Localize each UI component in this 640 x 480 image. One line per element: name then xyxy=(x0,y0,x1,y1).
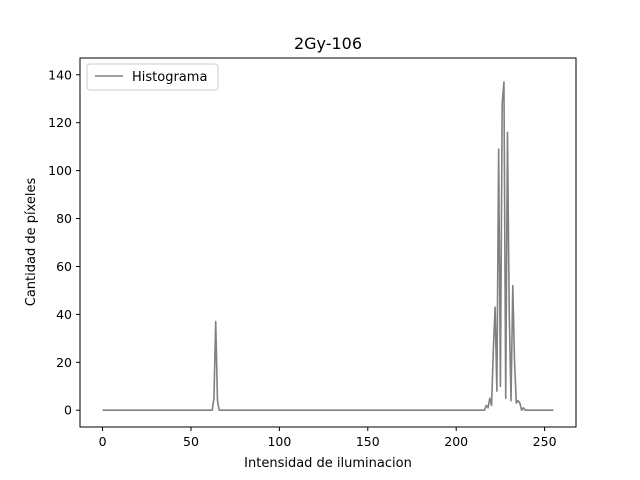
y-tick-label: 80 xyxy=(56,211,72,226)
x-axis: 0 50 100 150 200 250 xyxy=(99,427,557,449)
legend-label: Histograma xyxy=(132,70,207,85)
x-tick-label: 150 xyxy=(356,434,380,449)
x-tick-label: 200 xyxy=(444,434,468,449)
series-line-histograma xyxy=(102,81,554,412)
y-axis-title: Cantidad de píxeles xyxy=(24,178,39,307)
y-axis: 0 20 40 60 80 100 120 140 xyxy=(48,67,80,418)
legend-box xyxy=(86,63,219,91)
y-tick-label: 40 xyxy=(56,307,72,322)
x-tick-label: 250 xyxy=(533,434,557,449)
chart-title: 2Gy-106 xyxy=(294,34,362,53)
x-tick-label: 100 xyxy=(267,434,291,449)
x-tick-label: 0 xyxy=(99,434,107,449)
y-tick-label: 0 xyxy=(64,403,72,418)
y-tick-label: 60 xyxy=(56,259,72,274)
y-tick-label: 140 xyxy=(48,67,72,82)
plot-area xyxy=(79,57,577,428)
y-tick-label: 120 xyxy=(48,115,72,130)
x-tick-label: 50 xyxy=(183,434,199,449)
x-axis-title: Intensidad de iluminacion xyxy=(244,456,412,471)
y-tick-label: 100 xyxy=(48,163,72,178)
legend: Histograma xyxy=(86,63,219,91)
y-tick-label: 20 xyxy=(56,355,72,370)
